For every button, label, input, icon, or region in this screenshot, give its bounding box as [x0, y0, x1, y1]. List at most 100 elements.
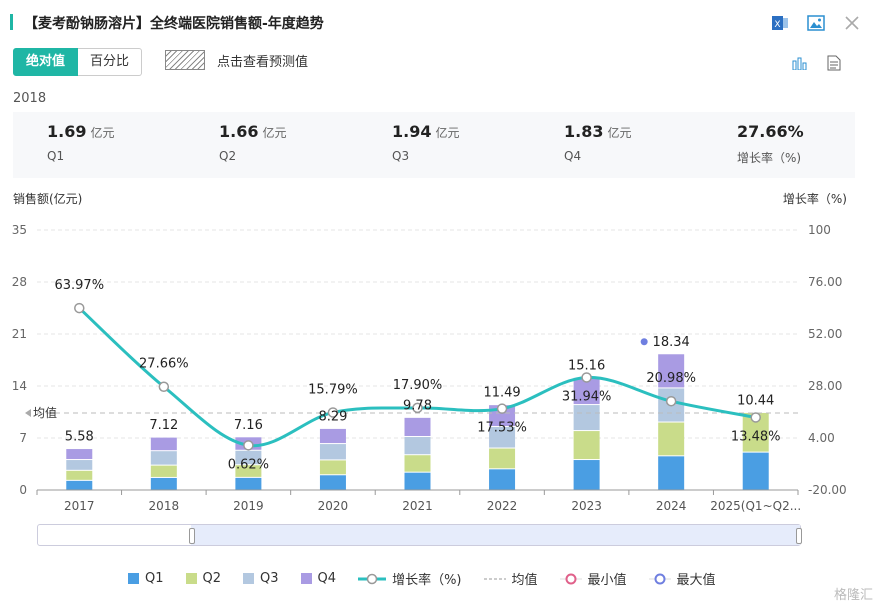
x-tick-label: 2023 [571, 499, 602, 513]
y2-tick-label: 76.00 [808, 275, 842, 289]
bar-q1 [66, 480, 93, 490]
summary-q4: 1.83 亿元 Q4 [564, 122, 632, 163]
legend-item[interactable]: Q2 [185, 571, 222, 586]
document-icon[interactable] [823, 52, 845, 74]
total-label: 10.44 [737, 393, 774, 408]
chart-legend: Q1 Q2 Q3 Q4 增长率（%) 均值 最小值 最大值 [128, 569, 716, 588]
bar-q3 [404, 437, 431, 455]
bar-q2 [404, 455, 431, 472]
top-icons: X [769, 12, 863, 34]
legend-item[interactable]: 最小值 [559, 569, 627, 588]
bar-q3 [319, 444, 346, 460]
watermark-logo: 格隆汇 [833, 588, 873, 603]
growth-label: 15.79% [308, 382, 358, 397]
summary-value: 1.66 [219, 122, 259, 141]
forecast-toggle[interactable]: 点击查看预测值 [165, 50, 308, 70]
bar-q4 [658, 354, 685, 388]
bar-q1 [573, 460, 600, 490]
y2-tick-label: -20.00 [808, 483, 847, 497]
legend-line-icon [358, 573, 387, 584]
summary-value: 1.83 [564, 122, 604, 141]
slider-selected-range[interactable] [191, 525, 800, 545]
x-tick-label: 2025(Q1~Q2... [710, 499, 801, 513]
y-tick-label: 7 [19, 431, 27, 445]
view-switch-icons [789, 52, 845, 74]
growth-point [243, 440, 254, 451]
growth-label: 63.97% [54, 278, 104, 293]
close-icon[interactable] [841, 12, 863, 34]
bar-q2 [66, 470, 93, 480]
bar-q4 [150, 437, 177, 451]
y-axis-title: 销售额(亿元) [13, 192, 83, 206]
slider-left-handle[interactable] [189, 528, 195, 544]
legend-item[interactable]: 均值 [483, 569, 538, 588]
y2-tick-label: 4.00 [808, 431, 835, 445]
legend-label: 最大值 [676, 573, 716, 588]
bar-q2 [658, 422, 685, 456]
x-tick-label: 2020 [318, 499, 349, 513]
title-accent [10, 14, 13, 30]
legend-item[interactable]: 增长率（%) [358, 569, 462, 588]
svg-text:X: X [774, 20, 780, 30]
tab-percentage[interactable]: 百分比 [78, 48, 143, 76]
x-tick-label: 2018 [149, 499, 180, 513]
total-label: 5.58 [65, 430, 94, 445]
bar-q1 [150, 477, 177, 490]
bar-q2 [489, 448, 516, 469]
growth-label: 31.94% [562, 389, 612, 404]
growth-point [750, 412, 761, 423]
legend-label: Q1 [145, 571, 164, 586]
y-tick-label: 14 [12, 379, 27, 393]
bar-q3 [573, 405, 600, 431]
y-tick-label: 35 [12, 223, 27, 237]
summary-unit: 亿元 [262, 126, 287, 140]
legend-ring-icon [559, 573, 582, 584]
summary-q2: 1.66 亿元 Q2 [219, 122, 287, 163]
legend-item[interactable]: Q3 [243, 571, 279, 586]
summary-label: Q2 [219, 149, 237, 163]
forecast-label: 点击查看预测值 [217, 54, 309, 70]
legend-swatch-icon [300, 573, 312, 584]
legend-ring-icon [648, 573, 671, 584]
legend-item[interactable]: Q1 [128, 571, 164, 586]
sales-chart: 0 7 14 21 28 35 -20.00 4.00 28.00 52.00 76.00 100 20… [12, 223, 847, 513]
summary-unit: 亿元 [607, 126, 632, 140]
y-tick-label: 28 [12, 275, 27, 289]
slider-right-handle[interactable] [796, 528, 802, 544]
growth-point [327, 407, 339, 418]
legend-swatch-icon [243, 573, 255, 584]
growth-label: 27.66% [139, 357, 189, 372]
growth-point [665, 395, 677, 407]
bar-chart-icon[interactable] [789, 52, 811, 74]
summary-label: Q1 [47, 149, 65, 163]
bar-q3 [66, 460, 93, 470]
total-label: 11.49 [483, 386, 520, 401]
summary-q1: 1.69 亿元 Q1 [47, 122, 115, 163]
legend-item[interactable]: Q4 [300, 571, 336, 586]
bar-q3 [489, 426, 516, 448]
tab-absolute[interactable]: 绝对值 [13, 48, 79, 76]
x-tick-label: 2019 [233, 499, 264, 513]
legend-item[interactable]: 最大值 [648, 569, 716, 588]
x-tick-label: 2022 [487, 499, 518, 513]
summary-label: 增长率（%) [737, 151, 802, 165]
y-tick-label: 0 [19, 483, 27, 497]
bar-q3 [150, 451, 177, 465]
total-label: 9.78 [403, 398, 432, 413]
bar-q2 [235, 465, 262, 477]
total-label: 7.16 [234, 418, 263, 433]
title-bar: 【麦考酚钠肠溶片】全终端医院销售额-年度趋势 X [10, 10, 873, 36]
forecast-hatch-icon [165, 50, 205, 70]
legend-label: Q3 [260, 571, 279, 586]
mean-arrow-icon [25, 408, 31, 417]
bar-q4 [319, 428, 346, 444]
range-slider[interactable] [37, 524, 802, 546]
image-icon[interactable] [805, 12, 827, 34]
legend-swatch-icon [185, 573, 197, 584]
excel-icon[interactable]: X [769, 12, 791, 34]
growth-point [581, 372, 592, 383]
summary-value: 1.69 [47, 122, 87, 141]
legend-label: Q2 [202, 571, 222, 586]
y2-tick-label: 100 [808, 223, 831, 237]
y2-tick-label: 52.00 [808, 327, 842, 341]
